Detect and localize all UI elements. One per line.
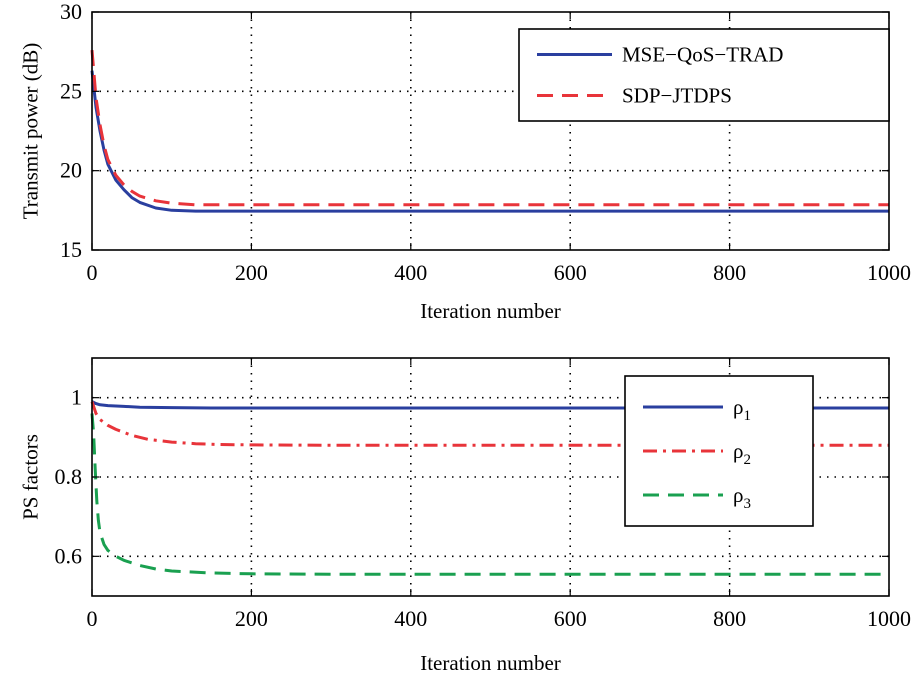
y-tick-label: 20 (60, 158, 82, 183)
ps-factors-legend: ρ1 ρ2 ρ3 (624, 375, 814, 527)
legend-label-3: ρ3 (733, 483, 751, 512)
y-tick-label: 25 (60, 78, 82, 103)
transmit-power-axes-frame (91, 11, 890, 251)
x-tick-label: 600 (554, 260, 587, 285)
x-tick-label: 200 (235, 606, 268, 631)
series-line-1 (91, 400, 889, 410)
series-line-3 (90, 413, 889, 576)
ps-factors-ticks: 0 200 400 600 800 1000 0.6 0.8 1 (55, 358, 911, 631)
y-tick-label: 30 (60, 0, 82, 24)
x-tick-label: 200 (235, 260, 268, 285)
transmit-power-y-axis-label: Transmit power (dB) (18, 43, 42, 220)
ps-factors-x-axis-label: Iteration number (420, 651, 561, 675)
x-tick-label: 0 (87, 606, 98, 631)
ps-factors-grid (92, 358, 889, 596)
x-tick-label: 600 (554, 606, 587, 631)
transmit-power-x-axis-label: Iteration number (420, 299, 561, 323)
legend-box (518, 28, 890, 122)
ps-factors-series (90, 400, 889, 576)
series-line-2 (90, 49, 889, 207)
transmit-power-ticks: 0 200 400 600 800 1000 15 20 25 30 (60, 0, 911, 285)
y-tick-label: 0.6 (55, 543, 83, 568)
transmit-power-chart: 0 200 400 600 800 1000 15 20 25 30 Iteration numb… (18, 0, 911, 323)
legend-label-2: SDP−JTDPS (622, 84, 732, 108)
legend-label-2: ρ2 (733, 439, 751, 468)
legend-label-1: ρ1 (733, 395, 751, 424)
x-tick-label: 0 (87, 260, 98, 285)
y-tick-label: 1 (71, 385, 82, 410)
x-tick-label: 800 (713, 606, 746, 631)
ps-factors-y-axis-label: PS factors (18, 434, 42, 520)
series-line-2 (90, 401, 889, 447)
y-tick-label: 15 (60, 237, 82, 262)
x-tick-label: 400 (394, 606, 427, 631)
x-tick-label: 1000 (867, 606, 911, 631)
transmit-power-series (90, 49, 889, 213)
x-tick-label: 1000 (867, 260, 911, 285)
x-tick-label: 400 (394, 260, 427, 285)
x-tick-label: 800 (713, 260, 746, 285)
legend-label-1: MSE−QoS−TRAD (622, 43, 783, 67)
y-tick-label: 0.8 (55, 464, 83, 489)
transmit-power-grid (92, 12, 889, 250)
transmit-power-legend: MSE−QoS−TRAD SDP−JTDPS (518, 28, 890, 122)
ps-factors-chart: 0 200 400 600 800 1000 0.6 0.8 1 Iteration numbe… (18, 357, 911, 675)
